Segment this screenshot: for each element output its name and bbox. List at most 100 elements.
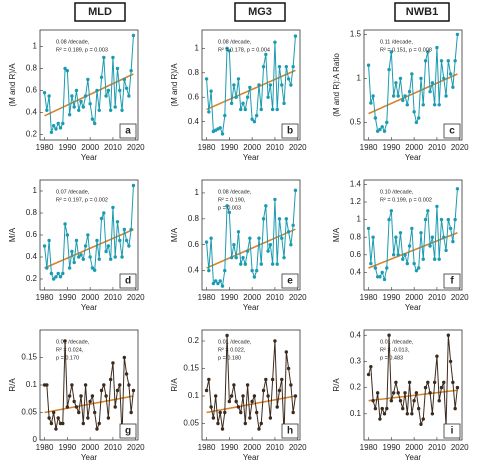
y-tick-label: 0.6 xyxy=(26,86,38,95)
data-point xyxy=(266,394,270,398)
data-point xyxy=(261,64,266,69)
annotation: 0.01 /decade, xyxy=(218,339,252,345)
data-point xyxy=(250,399,254,404)
data-point xyxy=(451,380,455,385)
x-tick-label: 1990 xyxy=(382,143,400,152)
data-point xyxy=(122,77,127,82)
data-point xyxy=(268,243,273,247)
data-point xyxy=(252,394,257,398)
data-point xyxy=(81,421,86,426)
data-point xyxy=(401,406,405,411)
plot-frame xyxy=(201,29,301,141)
panel-label-box xyxy=(443,123,461,139)
data-point xyxy=(416,266,421,270)
data-point xyxy=(225,46,229,51)
data-point xyxy=(236,77,241,81)
x-tick-label: 2020 xyxy=(451,143,469,152)
data-point xyxy=(257,427,261,431)
y-tick-label: 0.4 xyxy=(26,108,38,117)
data-point xyxy=(284,350,289,354)
data-point xyxy=(232,383,236,387)
data-point xyxy=(375,391,380,395)
data-point xyxy=(42,91,47,95)
y-tick-label: 0.8 xyxy=(26,64,38,73)
data-point xyxy=(289,83,293,87)
data-point xyxy=(250,268,254,273)
data-point xyxy=(90,394,95,398)
annotation: p = 0.003 xyxy=(218,205,241,211)
data-point xyxy=(63,222,67,226)
data-point xyxy=(432,257,437,261)
data-point xyxy=(444,94,448,98)
data-point xyxy=(245,95,250,99)
data-point xyxy=(241,255,245,260)
data-point xyxy=(430,81,435,85)
y-tick-label: 0.6 xyxy=(188,240,200,249)
data-point xyxy=(97,257,101,261)
y-tick-label: 1 xyxy=(33,186,38,195)
y-tick-label: 0.2 xyxy=(350,383,362,392)
x-tick-label: 2000 xyxy=(405,293,423,302)
data-point xyxy=(378,127,382,132)
data-point xyxy=(106,244,111,248)
y-tick-label: 1 xyxy=(195,43,200,52)
annotation: R² = 0.024, xyxy=(56,347,84,353)
data-point xyxy=(104,249,108,254)
x-tick-label: 1990 xyxy=(58,293,76,302)
annotation: R² = 0.189, p = 0.003 xyxy=(56,47,108,53)
data-point xyxy=(216,421,220,426)
data-point xyxy=(88,255,92,259)
data-point xyxy=(385,406,389,411)
data-point xyxy=(229,394,234,398)
x-tick-label: 1980 xyxy=(360,143,378,152)
data-point xyxy=(106,416,111,420)
data-point xyxy=(366,372,371,377)
data-point xyxy=(284,64,289,69)
data-point xyxy=(127,383,131,387)
data-point xyxy=(373,266,378,270)
data-point xyxy=(430,412,435,416)
x-tick-label: 2020 xyxy=(289,293,307,302)
data-point xyxy=(282,255,286,260)
data-point xyxy=(58,126,63,130)
x-tick-label: 1990 xyxy=(382,443,400,452)
data-point xyxy=(284,217,289,221)
data-point xyxy=(275,405,279,409)
annotation: 0.11 /decade, xyxy=(380,39,413,45)
data-point xyxy=(129,410,133,415)
data-point xyxy=(391,391,396,395)
x-tick-label: 2000 xyxy=(405,143,423,152)
data-point xyxy=(396,94,400,98)
data-point xyxy=(243,107,248,112)
data-point xyxy=(129,227,133,232)
data-point xyxy=(414,391,419,395)
y-axis-label: R/A xyxy=(8,378,17,392)
data-point xyxy=(111,205,115,210)
annotation: p = 0.170 xyxy=(56,355,79,361)
panel-label: f xyxy=(450,276,454,287)
x-tick-label: 1990 xyxy=(220,443,238,452)
data-point xyxy=(387,217,391,222)
data-point xyxy=(389,209,394,213)
data-point xyxy=(86,416,90,420)
data-point xyxy=(446,333,451,337)
y-tick-label: 0.5 xyxy=(350,118,362,127)
panel-label: e xyxy=(287,276,293,287)
x-tick-label: 1990 xyxy=(220,143,238,152)
y-tick-label: 0.15 xyxy=(21,353,37,362)
data-point xyxy=(65,233,70,237)
data-point xyxy=(414,120,419,125)
data-point xyxy=(403,94,407,98)
x-tick-label: 1980 xyxy=(198,443,216,452)
data-point xyxy=(102,211,106,215)
data-point xyxy=(92,268,97,272)
data-point xyxy=(387,333,391,337)
data-point xyxy=(88,102,92,106)
panel-label: a xyxy=(125,126,131,137)
data-point xyxy=(223,113,227,118)
data-point xyxy=(241,101,245,106)
panel-label-box xyxy=(119,423,137,439)
x-tick-label: 1980 xyxy=(36,143,54,152)
y-tick-label: 0.2 xyxy=(26,274,38,283)
y-tick-label: 0.6 xyxy=(26,230,38,239)
